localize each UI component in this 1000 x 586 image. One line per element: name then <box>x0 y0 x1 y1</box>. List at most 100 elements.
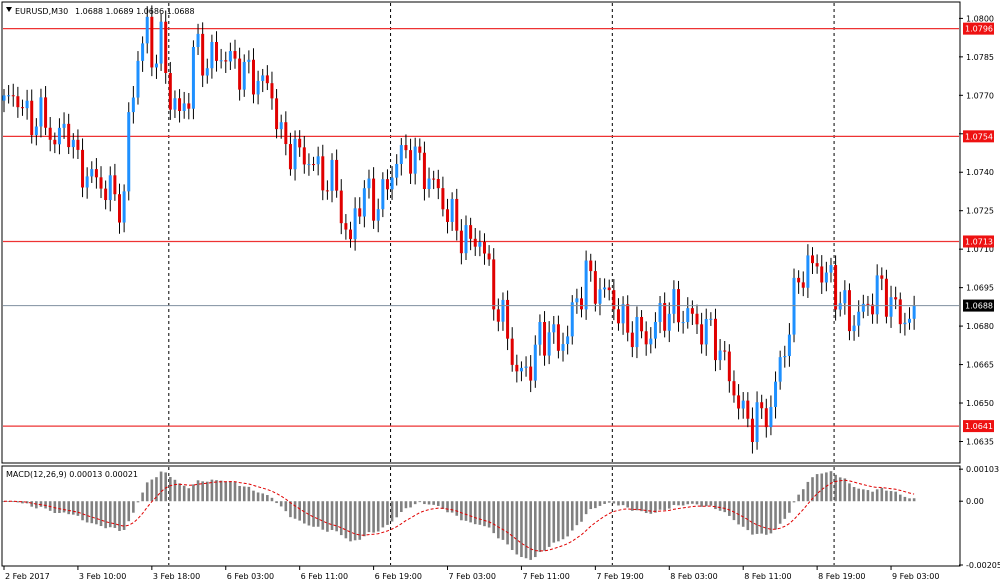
macd-bar <box>649 501 653 514</box>
candle-body <box>404 145 408 151</box>
macd-bar <box>598 501 602 506</box>
macd-bar <box>478 501 482 525</box>
macd-bar <box>44 501 47 509</box>
macd-bar <box>534 501 537 558</box>
candle-body <box>732 381 736 396</box>
candle-body <box>663 303 667 331</box>
macd-bar <box>395 501 398 518</box>
candle-body <box>700 324 704 345</box>
candle-body <box>196 33 200 48</box>
macd-bar <box>765 501 768 535</box>
macd-bar <box>506 501 509 545</box>
macd-bar <box>358 501 362 540</box>
macd-bar <box>700 501 703 507</box>
macd-bar <box>658 501 662 510</box>
macd-bar <box>492 501 496 534</box>
candle-body <box>302 147 306 165</box>
candle-body <box>681 322 685 324</box>
macd-bar <box>455 501 459 516</box>
candle-body <box>427 178 431 190</box>
candle-body <box>852 325 856 332</box>
macd-bar <box>728 501 731 516</box>
macd-bar <box>289 501 292 518</box>
candle-body <box>815 263 819 267</box>
macd-signal-line <box>4 479 915 552</box>
macd-bar <box>127 501 131 522</box>
candle-body <box>344 223 348 230</box>
time-tick-label: 6 Feb 03:00 <box>227 572 274 581</box>
macd-bar <box>67 501 70 515</box>
candle-body <box>737 395 741 409</box>
candle-body <box>478 241 482 247</box>
macd-bar <box>594 501 597 509</box>
candle-body <box>769 406 773 428</box>
candle-body <box>395 163 399 178</box>
macd-bar <box>256 492 260 502</box>
candle-body <box>136 60 140 98</box>
macd-bar <box>169 477 172 502</box>
macd-bar <box>53 501 57 514</box>
candle-body <box>413 146 417 174</box>
macd-tick-label: -0.00205 <box>966 561 1000 570</box>
macd-bar <box>806 481 810 502</box>
candle-body <box>215 41 219 61</box>
macd-bar <box>815 474 819 502</box>
macd-bar <box>820 473 824 502</box>
candle-body <box>113 175 117 195</box>
macd-bar <box>450 501 454 513</box>
price-tick-label: 1.0710 <box>966 245 994 254</box>
macd-bar <box>566 501 569 537</box>
time-tick-label: 7 Feb 19:00 <box>596 572 643 581</box>
macd-bar <box>205 481 209 502</box>
macd-bar <box>303 501 306 524</box>
macd-bar <box>367 501 371 533</box>
macd-bar <box>293 501 297 519</box>
candle-body <box>57 127 61 145</box>
level-price-labels: 1.0796 1.0754 1.0713 1.0641 <box>963 22 994 433</box>
candle-body <box>496 309 500 322</box>
price-tick-label: 1.0800 <box>966 14 994 23</box>
candle-body <box>552 324 556 333</box>
time-tick-label: 9 Feb 03:00 <box>892 572 939 581</box>
macd-bar <box>252 490 255 502</box>
candle-body <box>233 51 237 59</box>
macd-bar <box>376 501 380 532</box>
candle-body <box>367 178 371 189</box>
candle-body <box>145 16 149 44</box>
macd-bar <box>316 501 320 527</box>
macd-bar <box>580 501 583 522</box>
macd-bar <box>557 501 560 542</box>
macd-bar <box>524 501 528 559</box>
macd-bar <box>788 501 791 513</box>
macd-bar <box>889 491 893 502</box>
candle-body <box>432 178 436 180</box>
macd-bar <box>72 501 75 515</box>
dropdown-arrow-icon[interactable] <box>6 7 12 12</box>
macd-bar <box>575 501 579 526</box>
candle-body <box>108 175 112 201</box>
macd-bar <box>446 501 449 513</box>
macd-bar <box>279 501 283 507</box>
chart-title: EURUSD,M30 <box>15 7 68 16</box>
macd-bar <box>62 501 66 513</box>
time-tick-label: 8 Feb 03:00 <box>670 572 717 581</box>
macd-bar <box>270 497 274 502</box>
macd-bar <box>7 501 10 503</box>
candle-body <box>455 198 459 231</box>
candle-body <box>76 139 80 150</box>
macd-bar <box>501 501 505 540</box>
candle-body <box>690 308 694 314</box>
level-price-box <box>963 420 994 433</box>
macd-bar <box>718 501 722 511</box>
macd-bar <box>182 485 186 502</box>
candle-body <box>561 344 565 351</box>
candle-body <box>2 95 6 101</box>
candle-body <box>441 188 445 210</box>
candle-body <box>7 95 11 97</box>
candle-body <box>603 287 607 290</box>
candle-body <box>81 149 85 188</box>
time-tick-label: 7 Feb 11:00 <box>522 572 569 581</box>
candle-body <box>820 266 824 283</box>
candle-body <box>894 297 898 300</box>
